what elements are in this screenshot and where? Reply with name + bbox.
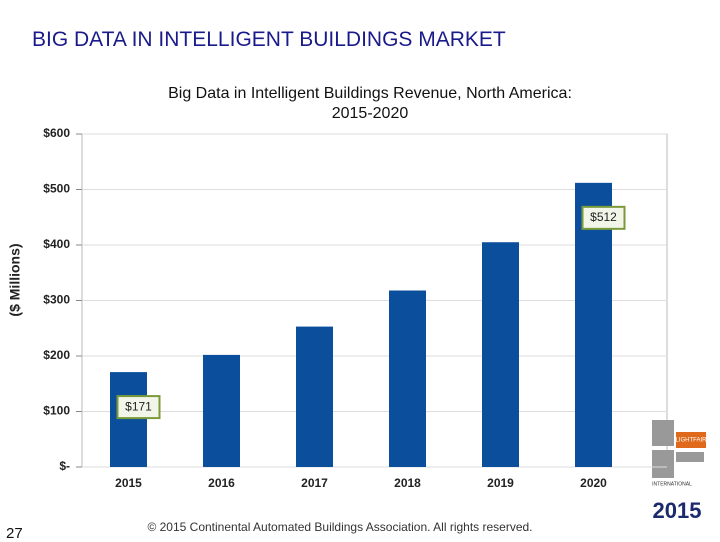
- y-tick-label: $500: [43, 182, 70, 196]
- bar: [575, 182, 612, 467]
- slide-title: BIG DATA IN INTELLIGENT BUILDINGS MARKET: [32, 28, 506, 51]
- logo-block: [676, 432, 706, 448]
- x-tick-label: 2015: [115, 476, 142, 490]
- value-label: $512: [590, 210, 617, 224]
- logo-subtitle: INTERNATIONAL: [652, 481, 692, 487]
- value-label-box: [116, 395, 161, 420]
- x-tick-label: 2020: [580, 476, 607, 490]
- logo-block: [652, 450, 674, 478]
- value-label: $171: [125, 399, 152, 413]
- page-number: 27: [6, 525, 23, 542]
- value-label-box: [581, 205, 626, 230]
- logo-block: [652, 420, 674, 446]
- x-tick-label: 2017: [301, 476, 328, 490]
- logo-year: 2015: [653, 498, 702, 523]
- bar: [203, 354, 240, 467]
- bar: [110, 372, 147, 467]
- footer: © 2015 Continental Automated Buildings A…: [147, 520, 533, 534]
- bar: [296, 326, 333, 467]
- x-tick-label: 2016: [208, 476, 235, 490]
- y-tick-label: $400: [43, 237, 70, 251]
- x-tick-label: 2019: [487, 476, 514, 490]
- y-tick-label: $-: [59, 459, 70, 473]
- logo: LIGHTFAIR INTERNATIONAL 2015: [652, 420, 707, 523]
- y-tick-label: $300: [43, 293, 70, 307]
- y-tick-label: $200: [43, 348, 70, 362]
- y-tick-label: $600: [43, 126, 70, 140]
- chart-title: Big Data in Intelligent Buildings Revenu…: [168, 85, 572, 122]
- bar: [482, 242, 519, 467]
- x-tick-label: 2018: [394, 476, 421, 490]
- y-tick-label: $100: [43, 404, 70, 418]
- logo-name: LIGHTFAIR: [675, 438, 707, 444]
- logo-block: [676, 452, 704, 462]
- bar: [389, 290, 426, 467]
- y-axis-label: ($ Millions): [7, 243, 23, 316]
